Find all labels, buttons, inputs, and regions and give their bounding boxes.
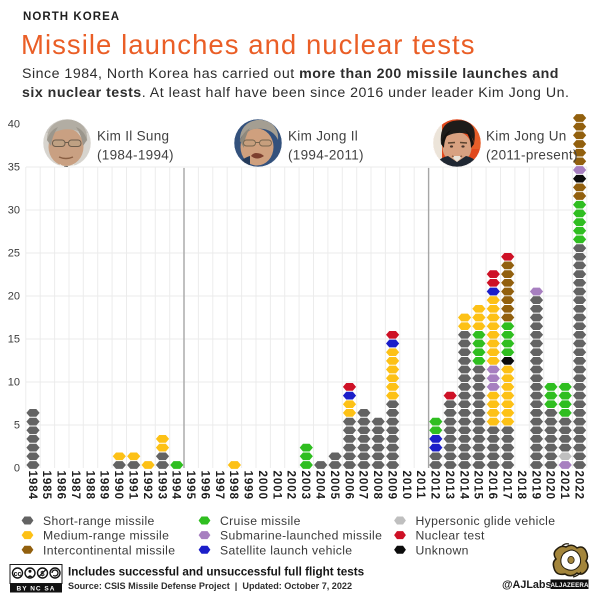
svg-text:Medium-range missile: Medium-range missile bbox=[43, 529, 169, 543]
svg-text:BY NC SA: BY NC SA bbox=[17, 586, 56, 593]
svg-text:2010: 2010 bbox=[400, 471, 412, 501]
svg-text:(1984-1994): (1984-1994) bbox=[97, 148, 174, 163]
svg-text:(1994-2011): (1994-2011) bbox=[288, 148, 364, 163]
svg-text:1992: 1992 bbox=[141, 471, 153, 501]
svg-text:2005: 2005 bbox=[328, 471, 340, 501]
svg-text:Kim Jong Il: Kim Jong Il bbox=[288, 129, 358, 144]
svg-text:1997: 1997 bbox=[213, 471, 225, 501]
svg-text:2008: 2008 bbox=[371, 471, 383, 501]
svg-text:2011: 2011 bbox=[414, 471, 426, 500]
svg-text:(2011-present): (2011-present) bbox=[486, 148, 578, 163]
svg-text:2015: 2015 bbox=[472, 471, 484, 501]
svg-text:Intercontinental missile: Intercontinental missile bbox=[43, 543, 175, 557]
svg-text:Hypersonic glide vehicle: Hypersonic glide vehicle bbox=[416, 514, 556, 528]
svg-text:2021: 2021 bbox=[558, 471, 570, 501]
svg-text:35: 35 bbox=[8, 162, 20, 174]
svg-text:40: 40 bbox=[8, 119, 20, 131]
svg-text:@AJLabs: @AJLabs bbox=[502, 579, 552, 591]
svg-text:2004: 2004 bbox=[314, 471, 326, 501]
svg-text:2007: 2007 bbox=[357, 471, 369, 501]
svg-text:Satellite launch vehicle: Satellite launch vehicle bbox=[220, 543, 352, 557]
svg-text:Includes successful and unsucc: Includes successful and unsuccessful ful… bbox=[68, 566, 365, 579]
svg-text:2009: 2009 bbox=[385, 471, 397, 501]
svg-text:5: 5 bbox=[14, 420, 20, 432]
svg-text:2020: 2020 bbox=[544, 471, 556, 501]
svg-text:2019: 2019 bbox=[529, 471, 541, 501]
svg-text:0: 0 bbox=[14, 463, 20, 475]
svg-text:Kim Il Sung: Kim Il Sung bbox=[97, 129, 169, 144]
svg-text:Cruise missile: Cruise missile bbox=[220, 514, 301, 528]
svg-text:2002: 2002 bbox=[285, 471, 297, 501]
svg-text:10: 10 bbox=[8, 377, 20, 389]
svg-text:cc: cc bbox=[14, 571, 22, 578]
svg-text:Submarine-launched missile: Submarine-launched missile bbox=[220, 529, 382, 543]
svg-text:ALJAZEERA: ALJAZEERA bbox=[550, 582, 588, 589]
svg-text:2006: 2006 bbox=[342, 471, 354, 501]
svg-text:2016: 2016 bbox=[486, 471, 498, 501]
svg-text:1991: 1991 bbox=[127, 471, 139, 501]
svg-text:1989: 1989 bbox=[98, 471, 110, 501]
svg-text:2017: 2017 bbox=[501, 471, 513, 501]
svg-text:Unknown: Unknown bbox=[416, 543, 469, 557]
svg-text:20: 20 bbox=[8, 291, 20, 303]
svg-text:1987: 1987 bbox=[69, 471, 81, 501]
svg-text:2003: 2003 bbox=[299, 471, 311, 501]
svg-text:2000: 2000 bbox=[256, 471, 268, 501]
svg-text:2001: 2001 bbox=[270, 471, 282, 501]
svg-text:Short-range missile: Short-range missile bbox=[43, 514, 155, 528]
svg-text:1994: 1994 bbox=[170, 471, 182, 501]
svg-text:$: $ bbox=[40, 569, 45, 578]
svg-text:1984: 1984 bbox=[26, 471, 38, 501]
svg-text:1988: 1988 bbox=[83, 471, 95, 501]
svg-text:1985: 1985 bbox=[40, 471, 52, 501]
svg-text:2018: 2018 bbox=[515, 471, 527, 501]
svg-text:2013: 2013 bbox=[443, 471, 455, 501]
svg-text:2022: 2022 bbox=[572, 471, 584, 501]
svg-text:1986: 1986 bbox=[55, 471, 67, 501]
svg-text:1993: 1993 bbox=[155, 471, 167, 501]
svg-text:2014: 2014 bbox=[457, 471, 469, 501]
svg-text:1999: 1999 bbox=[242, 471, 254, 501]
svg-text:25: 25 bbox=[8, 248, 20, 260]
svg-text:1996: 1996 bbox=[198, 471, 210, 501]
svg-text:1998: 1998 bbox=[227, 471, 239, 501]
svg-text:2012: 2012 bbox=[429, 471, 441, 501]
svg-text:1995: 1995 bbox=[184, 471, 196, 501]
svg-text:15: 15 bbox=[8, 334, 20, 346]
svg-text:1990: 1990 bbox=[112, 471, 124, 501]
svg-text:30: 30 bbox=[8, 205, 20, 217]
svg-text:Kim Jong Un: Kim Jong Un bbox=[486, 129, 567, 144]
svg-text:Nuclear test: Nuclear test bbox=[416, 529, 485, 543]
svg-text:Source: CSIS Missile Defense P: Source: CSIS Missile Defense Project | U… bbox=[68, 581, 352, 591]
